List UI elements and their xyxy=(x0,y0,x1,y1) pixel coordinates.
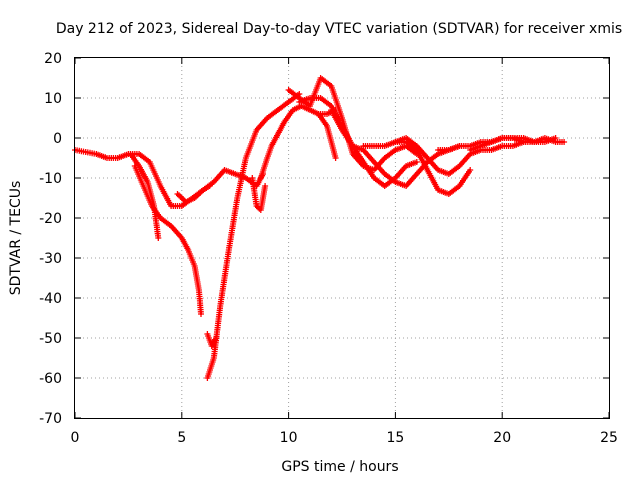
x-tick-label: 25 xyxy=(600,430,618,446)
series-pass-16 xyxy=(467,135,568,153)
data-series xyxy=(72,75,568,381)
series-markers xyxy=(204,331,219,349)
x-axis-label: GPS time / hours xyxy=(281,459,398,475)
x-tick-labels: 0 5 10 15 20 25 xyxy=(71,430,618,446)
series-markers xyxy=(315,111,339,161)
y-axis-label: SDTVAR / TECUs xyxy=(8,181,24,296)
series-markers xyxy=(249,175,269,213)
series-pass-11 xyxy=(315,111,339,161)
x-tick-label: 20 xyxy=(493,430,511,446)
series-pass-5 xyxy=(204,91,303,381)
series-pass-13 xyxy=(360,139,474,197)
y-tick-label: 20 xyxy=(44,51,62,67)
y-tick-label: 0 xyxy=(53,131,62,147)
series-pass-2 xyxy=(127,151,162,241)
series-pass-6 xyxy=(204,331,219,349)
series-pass-14 xyxy=(392,135,527,177)
y-tick-label: 10 xyxy=(44,91,62,107)
series-markers xyxy=(127,151,162,241)
series-pass-10 xyxy=(296,95,420,189)
x-tick-label: 15 xyxy=(386,430,404,446)
y-tick-label: -50 xyxy=(39,331,62,347)
y-tick-label: -20 xyxy=(39,211,62,227)
x-tick-label: 10 xyxy=(280,430,298,446)
y-tick-label: -40 xyxy=(39,291,62,307)
y-tick-label: -60 xyxy=(39,371,62,387)
series-pass-9 xyxy=(285,75,420,173)
series-pass-3 xyxy=(131,163,204,317)
x-tick-label: 0 xyxy=(71,430,80,446)
y-tick-label: -70 xyxy=(39,411,62,427)
series-markers xyxy=(392,135,527,177)
series-markers xyxy=(285,75,420,173)
y-tick-label: -10 xyxy=(39,171,62,187)
series-markers xyxy=(131,163,204,317)
y-tick-labels: 20 10 0 -10 -20 -30 -40 -50 -60 -70 xyxy=(39,51,62,427)
series-markers xyxy=(174,183,213,205)
series-markers xyxy=(467,135,568,153)
plot-frame xyxy=(74,57,610,419)
chart-title: Day 212 of 2023, Sidereal Day-to-day VTE… xyxy=(56,21,622,37)
series-markers xyxy=(257,103,339,181)
x-tick-label: 5 xyxy=(177,430,186,446)
series-pass-7 xyxy=(249,175,269,213)
series-pass-4 xyxy=(174,183,213,205)
y-tick-label: -30 xyxy=(39,251,62,267)
